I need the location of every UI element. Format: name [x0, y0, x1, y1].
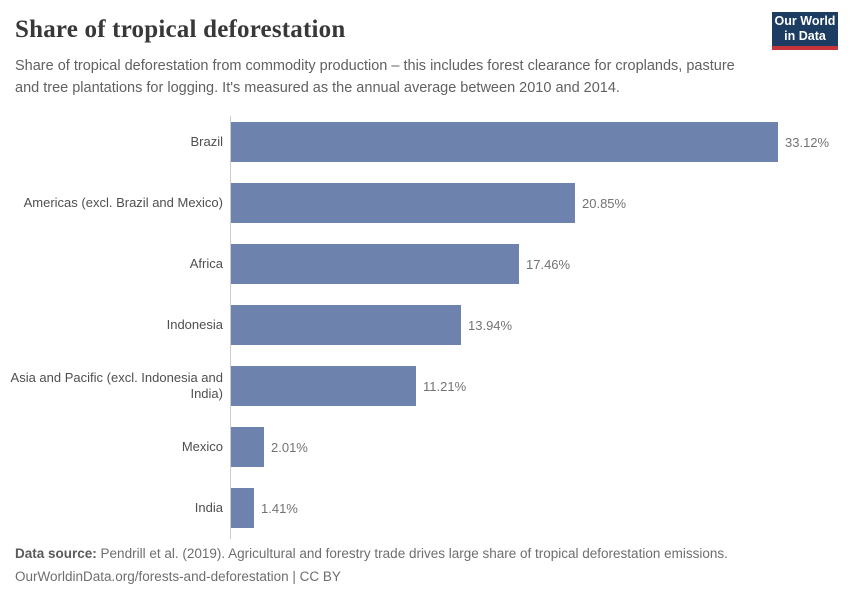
category-label: Indonesia [166, 316, 223, 332]
data-source-label: Data source: [15, 546, 97, 562]
bar-track: 20.85% [231, 183, 850, 223]
bar-row: Mexico 2.01% [0, 417, 850, 478]
value-label: 17.46% [526, 256, 571, 272]
owid-logo-line2: in Data [784, 29, 826, 43]
owid-logo[interactable]: Our World in Data [772, 12, 838, 50]
bar[interactable] [231, 183, 575, 223]
owid-logo-line1: Our World [774, 14, 836, 28]
bar-row: Indonesia 13.94% [0, 295, 850, 356]
category-label: Americas (excl. Brazil and Mexico) [23, 194, 223, 210]
bar[interactable] [231, 366, 416, 406]
bar-row: India 1.41% [0, 478, 850, 539]
bar-chart: Brazil 33.12% Americas (excl. Brazil and M… [0, 112, 850, 539]
category-label: Africa [189, 255, 223, 271]
bar-track: 33.12% [231, 122, 850, 162]
bar-row: Americas (excl. Brazil and Mexico) 20.85% [0, 173, 850, 234]
chart-header: Share of tropical deforestation Share of… [0, 0, 850, 100]
bar-row: Africa 17.46% [0, 234, 850, 295]
value-label: 33.12% [785, 134, 830, 150]
bar[interactable] [231, 488, 254, 528]
bar[interactable] [231, 122, 778, 162]
owid-url-license[interactable]: OurWorldinData.org/forests-and-deforesta… [15, 568, 341, 584]
category-label: Brazil [190, 133, 223, 149]
category-label: India [194, 499, 223, 515]
bar-track: 2.01% [231, 427, 850, 467]
data-source-text: Pendrill et al. (2019). Agricultural and… [100, 546, 728, 562]
chart-subtitle: Share of tropical deforestation from com… [15, 58, 735, 96]
category-label: Asia and Pacific (excl. Indonesia and In… [10, 369, 223, 401]
bar-row: Asia and Pacific (excl. Indonesia and In… [0, 356, 850, 417]
value-label: 13.94% [468, 317, 513, 333]
bar[interactable] [231, 427, 264, 467]
bar-row: Brazil 33.12% [0, 112, 850, 173]
value-label: 1.41% [261, 500, 298, 516]
bar-track: 11.21% [231, 366, 850, 406]
y-axis-line [230, 115, 231, 539]
chart-title: Share of tropical deforestation [15, 16, 346, 43]
value-label: 20.85% [582, 195, 627, 211]
value-label: 11.21% [423, 378, 467, 394]
data-source-line: Data source: Pendrill et al. (2019). Agr… [15, 543, 728, 565]
bar-rows: Brazil 33.12% Americas (excl. Brazil and M… [0, 112, 850, 539]
bar-track: 13.94% [231, 305, 850, 345]
chart-footer: Data source: Pendrill et al. (2019). Agr… [15, 543, 728, 588]
category-label: Mexico [181, 438, 223, 454]
bar-track: 17.46% [231, 244, 850, 284]
bar[interactable] [231, 305, 461, 345]
value-label: 2.01% [271, 439, 308, 455]
bar[interactable] [231, 244, 519, 284]
bar-track: 1.41% [231, 488, 850, 528]
